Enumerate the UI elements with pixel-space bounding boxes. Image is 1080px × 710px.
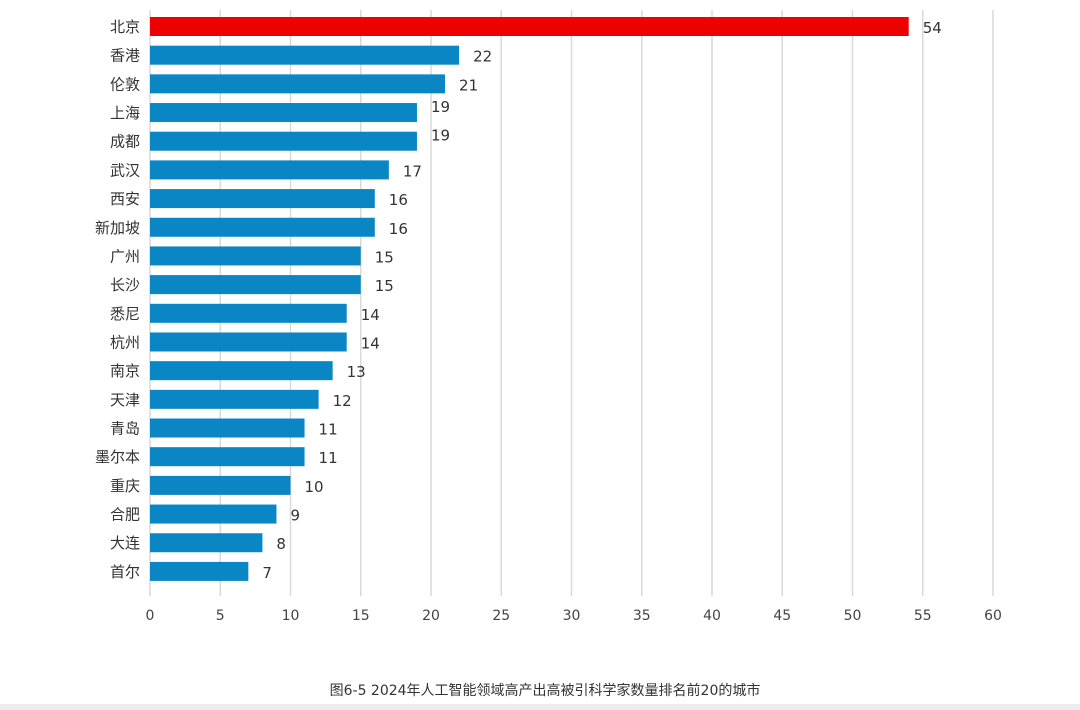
data-label: 14 [361,306,380,324]
bar [150,447,305,467]
x-tick-label: 55 [914,608,932,624]
x-tick-label: 10 [282,608,300,624]
bar [150,389,319,409]
category-label: 悉尼 [110,305,140,323]
bar [150,189,375,209]
x-tick-label: 60 [984,608,1002,624]
x-tick-label: 20 [422,608,440,624]
data-label: 9 [290,507,300,525]
category-label: 南京 [110,362,140,380]
x-tick-label: 25 [492,608,510,624]
category-label: 墨尔本 [95,448,140,466]
x-tick-label: 0 [146,608,155,624]
category-label: 伦敦 [110,75,140,93]
x-tick-label: 50 [844,608,862,624]
data-label: 21 [459,76,478,94]
bottom-divider [0,704,1080,710]
category-label: 北京 [110,18,140,36]
bar [150,160,389,180]
category-label: 杭州 [110,333,140,351]
data-label: 8 [276,535,286,553]
bar [150,217,375,237]
data-label: 11 [319,421,338,439]
data-label: 14 [361,334,380,352]
data-label: 16 [389,220,408,238]
x-tick-label: 5 [216,608,225,624]
category-label: 香港 [110,47,140,65]
bar [150,131,417,151]
data-label: 22 [473,48,492,66]
data-label: 17 [403,162,422,180]
data-label: 15 [375,277,394,295]
x-tick-label: 30 [563,608,581,624]
category-label: 广州 [110,247,140,265]
data-label: 19 [431,127,450,145]
bar [150,103,417,123]
category-label: 西安 [110,190,140,208]
bar [150,561,249,581]
data-label: 10 [305,478,324,496]
bar [150,504,277,524]
bar [150,332,347,352]
data-label: 7 [262,564,272,582]
data-label: 15 [375,248,394,266]
category-label: 首尔 [110,563,140,581]
category-label: 合肥 [110,506,140,524]
category-label: 武汉 [110,161,140,179]
category-label: 天津 [110,391,140,409]
category-label: 上海 [110,104,140,122]
x-tick-label: 40 [703,608,721,624]
data-label: 54 [923,19,942,37]
x-tick-label: 15 [352,608,370,624]
category-label: 长沙 [110,276,140,294]
bar [150,74,446,94]
category-label: 大连 [110,534,140,552]
category-label: 青岛 [110,420,140,438]
x-tick-label: 35 [633,608,651,624]
bar [150,17,909,36]
data-label: 16 [389,191,408,209]
chart-title: 图6-5 2024年人工智能领域高产出高被引科学家数量排名前20的城市 [329,683,761,699]
bar [150,275,361,295]
data-label: 11 [319,449,338,467]
category-label: 成都 [110,133,140,151]
bar [150,246,361,266]
bar [150,533,263,553]
bar [150,45,460,65]
bar [150,303,347,323]
data-label: 12 [333,392,352,410]
bar [150,361,333,381]
bar [150,475,291,495]
category-label: 新加坡 [95,219,140,237]
category-label: 重庆 [110,477,140,495]
bar [150,418,305,438]
data-label: 13 [347,363,366,381]
data-label: 19 [431,98,450,116]
x-tick-label: 45 [773,608,791,624]
